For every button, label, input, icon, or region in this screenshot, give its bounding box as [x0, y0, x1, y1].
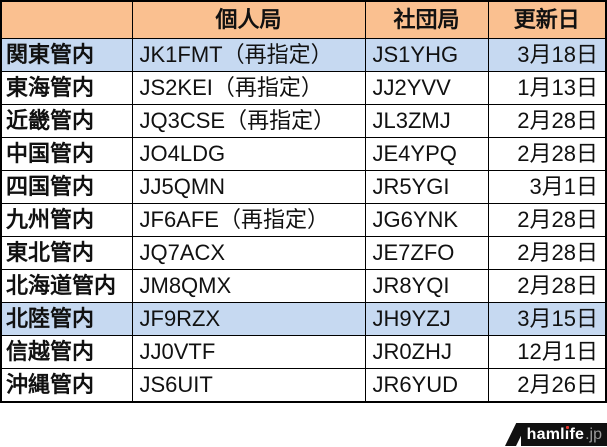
- region-cell: 東北管内: [0, 236, 133, 270]
- table-row: 近畿管内 JQ3CSE（再指定） JL3ZMJ 2月28日: [0, 104, 607, 138]
- callsign-table: 個人局 社団局 更新日 関東管内 JK1FMT（再指定） JS1YHG 3月18日 東海…: [0, 0, 607, 403]
- table-row: 東海管内 JS2KEI（再指定） JJ2YVV 1月13日: [0, 71, 607, 105]
- region-cell: 沖縄管内: [0, 368, 133, 402]
- logo-brand-text: hamlıfe: [526, 425, 585, 444]
- logo-brand-part1: haml: [526, 425, 565, 443]
- individual-callsign-cell: JS2KEI（再指定）: [131, 71, 366, 105]
- club-callsign-cell: JG6YNK: [364, 203, 489, 237]
- region-cell: 関東管内: [0, 38, 133, 72]
- club-callsign-cell: JL3ZMJ: [364, 104, 489, 138]
- hamlife-logo: hamlıfe .jp: [504, 423, 607, 446]
- club-callsign-cell: JR5YGI: [364, 170, 489, 204]
- club-callsign-cell: JJ2YVV: [364, 71, 489, 105]
- logo-brand-part2: fe: [569, 425, 585, 443]
- individual-callsign-cell: JJ5QMN: [131, 170, 366, 204]
- region-cell: 四国管内: [0, 170, 133, 204]
- region-cell: 東海管内: [0, 71, 133, 105]
- region-cell: 中国管内: [0, 137, 133, 171]
- header-individual-station: 個人局: [131, 0, 366, 39]
- region-cell: 信越管内: [0, 335, 133, 369]
- individual-callsign-cell: JK1FMT（再指定）: [131, 38, 366, 72]
- update-date-cell: 2月26日: [487, 368, 607, 402]
- table-row: 関東管内 JK1FMT（再指定） JS1YHG 3月18日: [0, 38, 607, 72]
- region-cell: 北海道管内: [0, 269, 133, 303]
- update-date-cell: 3月18日: [487, 38, 607, 72]
- region-cell: 近畿管内: [0, 104, 133, 138]
- individual-callsign-cell: JO4LDG: [131, 137, 366, 171]
- table-body: 関東管内 JK1FMT（再指定） JS1YHG 3月18日 東海管内 JS2KEI（再指定…: [0, 38, 607, 402]
- individual-callsign-cell: JF6AFE（再指定）: [131, 203, 366, 237]
- header-update-date: 更新日: [487, 0, 607, 39]
- update-date-cell: 12月1日: [487, 335, 607, 369]
- table-row: 信越管内 JJ0VTF JR0ZHJ 12月1日: [0, 335, 607, 369]
- club-callsign-cell: JS1YHG: [364, 38, 489, 72]
- table-header: 個人局 社団局 更新日: [0, 0, 607, 39]
- club-callsign-cell: JE7ZFO: [364, 236, 489, 270]
- region-cell: 九州管内: [0, 203, 133, 237]
- update-date-cell: 2月28日: [487, 269, 607, 303]
- update-date-cell: 3月1日: [487, 170, 607, 204]
- logo-box: hamlıfe .jp: [520, 423, 607, 446]
- logo-red-dot-i: ı: [564, 425, 570, 443]
- update-date-cell: 1月13日: [487, 71, 607, 105]
- table-row: 九州管内 JF6AFE（再指定） JG6YNK 2月28日: [0, 203, 607, 237]
- update-date-cell: 2月28日: [487, 203, 607, 237]
- region-cell: 北陸管内: [0, 302, 133, 336]
- club-callsign-cell: JE4YPQ: [364, 137, 489, 171]
- individual-callsign-cell: JQ3CSE（再指定）: [131, 104, 366, 138]
- club-callsign-cell: JH9YZJ: [364, 302, 489, 336]
- update-date-cell: 2月28日: [487, 137, 607, 171]
- table-row: 東北管内 JQ7ACX JE7ZFO 2月28日: [0, 236, 607, 270]
- logo-suffix-text: .jp: [585, 425, 602, 443]
- table-row: 北陸管内 JF9RZX JH9YZJ 3月15日: [0, 302, 607, 336]
- individual-callsign-cell: JM8QMX: [131, 269, 366, 303]
- update-date-cell: 2月28日: [487, 104, 607, 138]
- table-row: 沖縄管内 JS6UIT JR6YUD 2月26日: [0, 368, 607, 402]
- header-club-station: 社団局: [364, 0, 489, 39]
- table-row: 四国管内 JJ5QMN JR5YGI 3月1日: [0, 170, 607, 204]
- individual-callsign-cell: JQ7ACX: [131, 236, 366, 270]
- individual-callsign-cell: JS6UIT: [131, 368, 366, 402]
- club-callsign-cell: JR6YUD: [364, 368, 489, 402]
- individual-callsign-cell: JJ0VTF: [131, 335, 366, 369]
- club-callsign-cell: JR8YQI: [364, 269, 489, 303]
- table-row: 北海道管内 JM8QMX JR8YQI 2月28日: [0, 269, 607, 303]
- individual-callsign-cell: JF9RZX: [131, 302, 366, 336]
- table-row: 中国管内 JO4LDG JE4YPQ 2月28日: [0, 137, 607, 171]
- update-date-cell: 3月15日: [487, 302, 607, 336]
- update-date-cell: 2月28日: [487, 236, 607, 270]
- header-region: [0, 0, 133, 39]
- club-callsign-cell: JR0ZHJ: [364, 335, 489, 369]
- header-row: 個人局 社団局 更新日: [0, 0, 607, 39]
